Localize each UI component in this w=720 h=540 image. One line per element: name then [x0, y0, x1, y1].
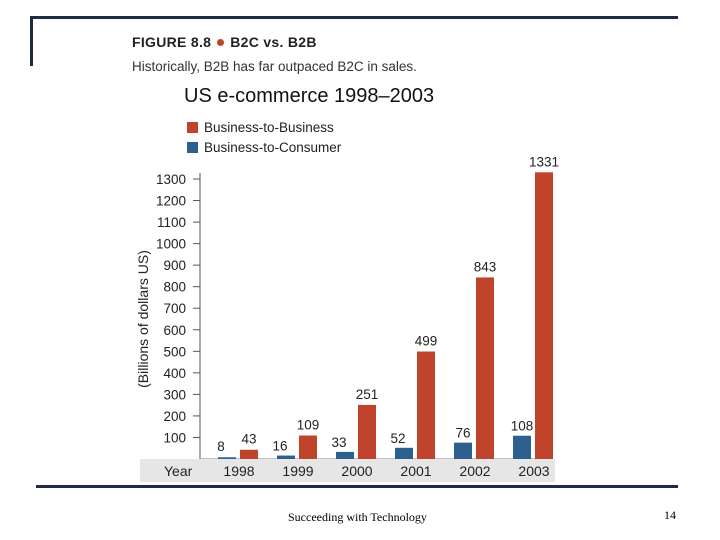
bar-b2c-1998: [218, 457, 236, 459]
bar-b2c-2001: [395, 447, 413, 459]
x-tick-label-2003: 2003: [518, 463, 549, 479]
data-label-b2c-2002: 76: [455, 426, 470, 441]
bar-b2c-2000: [336, 451, 354, 459]
figure-label: FIGURE 8.8 B2C vs. B2B: [132, 34, 317, 50]
bar-b2b-2001: [417, 351, 435, 459]
data-label-b2b-1998: 43: [241, 432, 256, 447]
x-tick-label-2001: 2001: [400, 463, 431, 479]
bar-b2b-1999: [299, 435, 317, 459]
y-axis-label: (Billions of dollars US): [135, 250, 151, 388]
legend-label-1: Business-to-Consumer: [204, 140, 342, 155]
legend-swatch-1: [187, 142, 198, 153]
data-label-b2b-2001: 499: [415, 334, 438, 349]
x-axis-label: Year: [164, 463, 193, 479]
y-tick-label-1300: 1300: [156, 172, 186, 187]
x-tick-label-2000: 2000: [341, 463, 372, 479]
y-tick-label-300: 300: [163, 387, 186, 402]
y-tick-label-800: 800: [163, 280, 186, 295]
bar-b2b-1998: [240, 449, 258, 459]
y-tick-label-1200: 1200: [156, 194, 186, 209]
frame-bottom-rule: [36, 485, 678, 488]
figure-number: FIGURE 8.8: [132, 34, 212, 50]
y-tick-label-900: 900: [163, 258, 186, 273]
figure-caption: Historically, B2B has far outpaced B2C i…: [132, 59, 417, 74]
bar-b2c-2002: [454, 442, 472, 459]
bar-b2b-2002: [476, 277, 494, 459]
legend-swatch-0: [187, 122, 198, 133]
data-label-b2b-2000: 251: [356, 387, 379, 402]
figure-title: B2C vs. B2B: [230, 34, 317, 50]
x-tick-label-1999: 1999: [282, 463, 313, 479]
footer-text: Succeeding with Technology: [288, 510, 427, 524]
y-tick-label-400: 400: [163, 366, 186, 381]
y-tick-label-100: 100: [163, 430, 186, 445]
page-number: 14: [664, 508, 676, 522]
x-tick-label-1998: 1998: [223, 463, 254, 479]
x-tick-label-2002: 2002: [459, 463, 490, 479]
data-label-b2c-2000: 33: [331, 435, 346, 450]
legend-label-0: Business-to-Business: [204, 120, 334, 135]
data-label-b2c-1998: 8: [217, 439, 225, 454]
bar-b2c-2003: [513, 435, 531, 459]
bar-b2c-1999: [277, 455, 295, 459]
bullet-icon: [217, 38, 225, 46]
bar-b2b-2000: [358, 404, 376, 459]
y-tick-label-500: 500: [163, 344, 186, 359]
y-tick-label-200: 200: [163, 409, 186, 424]
chart-title: US e-commerce 1998–2003: [184, 85, 434, 107]
frame-top-rule: [30, 16, 678, 19]
y-tick-label-1100: 1100: [157, 215, 186, 230]
frame-left-rule: [30, 16, 33, 66]
bar-b2b-2003: [535, 172, 553, 460]
data-label-b2c-2001: 52: [390, 431, 405, 446]
y-tick-label-600: 600: [163, 323, 186, 338]
data-label-b2b-2002: 843: [474, 259, 497, 274]
data-label-b2b-1999: 109: [297, 418, 320, 433]
y-tick-label-1000: 1000: [156, 237, 186, 252]
data-label-b2b-2003: 1331: [529, 154, 559, 169]
x-axis-band: [140, 459, 555, 482]
data-label-b2c-1999: 16: [272, 439, 287, 454]
y-tick-label-700: 700: [163, 301, 186, 316]
data-label-b2c-2003: 108: [511, 419, 534, 434]
